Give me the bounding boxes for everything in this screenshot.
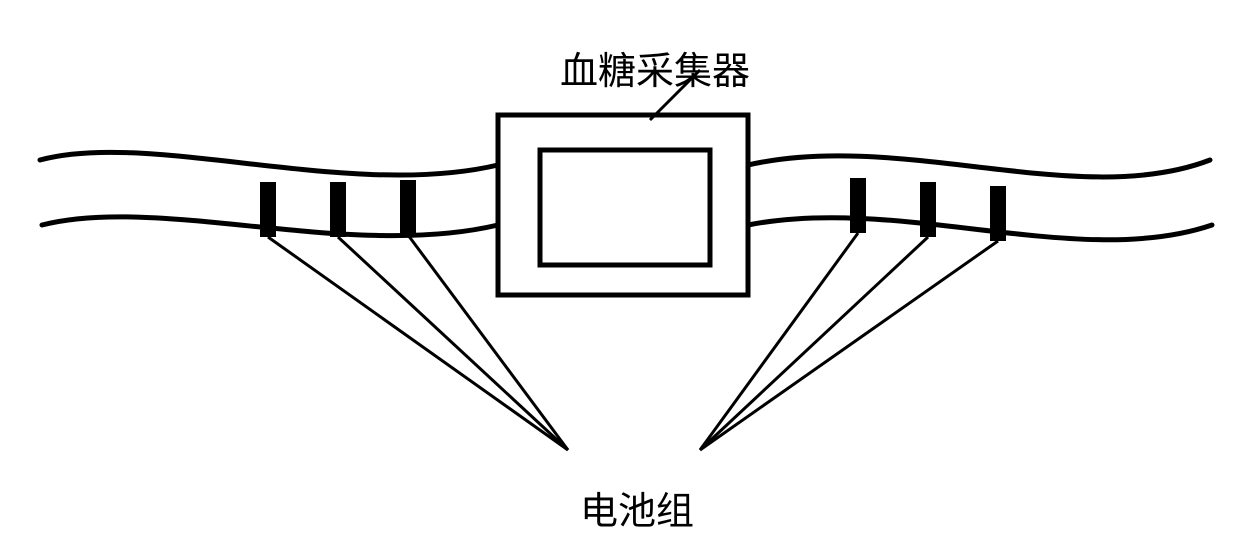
band-segment-3 — [748, 218, 1212, 240]
band-segment-0 — [40, 152, 498, 175]
label-battery-pack: 电池组 — [580, 480, 694, 535]
battery-cell-left-1 — [330, 182, 346, 237]
battery-cell-right-2 — [990, 186, 1006, 241]
band-segment-2 — [748, 156, 1210, 177]
battery-cell-right-1 — [920, 182, 936, 237]
label-glucose-collector: 血糖采集器 — [560, 40, 750, 95]
battery-cell-right-0 — [850, 178, 866, 233]
battery-cell-left-0 — [260, 182, 276, 237]
battery-cell-left-2 — [400, 180, 416, 235]
